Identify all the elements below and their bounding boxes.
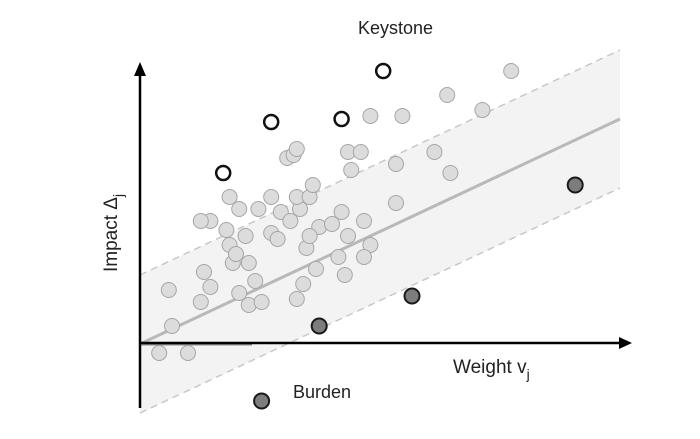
typical-point bbox=[231, 201, 248, 217]
typical-point bbox=[231, 285, 248, 301]
typical-point bbox=[202, 279, 219, 295]
typical-point bbox=[192, 294, 209, 310]
typical-point bbox=[196, 264, 212, 280]
x-axis-arrowhead bbox=[619, 337, 632, 349]
typical-point bbox=[388, 156, 404, 172]
x-axis-label-text: Weight v bbox=[453, 357, 527, 378]
typical-point bbox=[388, 195, 404, 211]
typical-point bbox=[474, 102, 491, 118]
typical-point bbox=[356, 213, 372, 229]
keystone-annotation: Keystone bbox=[358, 18, 433, 38]
keystone-point bbox=[214, 164, 232, 182]
typical-point bbox=[282, 213, 299, 229]
typical-point bbox=[288, 141, 305, 157]
typical-point bbox=[352, 144, 369, 160]
typical-point bbox=[240, 255, 257, 271]
typical-point bbox=[295, 276, 312, 292]
typical-point bbox=[247, 273, 264, 289]
typical-point bbox=[192, 213, 209, 229]
typical-point bbox=[288, 291, 305, 307]
typical-point bbox=[304, 177, 321, 193]
typical-point bbox=[164, 318, 180, 334]
keystone-point bbox=[333, 110, 350, 128]
axes bbox=[134, 62, 632, 408]
burden-point bbox=[566, 176, 584, 194]
typical-point bbox=[301, 228, 318, 244]
typical-point bbox=[218, 222, 235, 238]
keystone-point bbox=[262, 113, 280, 131]
typical-point bbox=[362, 108, 379, 124]
x-axis-label: Weight vj bbox=[453, 357, 530, 382]
trend-line bbox=[139, 117, 621, 346]
typical-point bbox=[333, 204, 350, 220]
typical-point bbox=[343, 162, 360, 178]
typical-point bbox=[340, 228, 356, 244]
typical-point bbox=[356, 249, 372, 265]
typical-point bbox=[263, 189, 280, 205]
typical-point bbox=[151, 345, 168, 361]
y-axis-label-subscript: j bbox=[110, 194, 126, 198]
typical-point bbox=[324, 216, 340, 232]
typical-point bbox=[228, 246, 244, 262]
keystone-point bbox=[374, 62, 392, 80]
typical-point bbox=[503, 63, 520, 79]
burden-point bbox=[403, 287, 421, 305]
typical-point bbox=[439, 87, 456, 103]
x-axis-label-subscript: j bbox=[526, 366, 530, 382]
burden-point bbox=[310, 317, 328, 335]
y-axis-label: Impact Δj bbox=[101, 194, 126, 272]
typical-point bbox=[250, 201, 267, 217]
typical-point bbox=[221, 189, 238, 205]
typical-point bbox=[330, 249, 347, 265]
typical-point bbox=[308, 261, 324, 277]
typical-point bbox=[426, 144, 443, 160]
typical-point bbox=[442, 165, 459, 181]
typical-point bbox=[394, 108, 411, 124]
band-upper-edge bbox=[139, 49, 621, 276]
burden-point bbox=[253, 392, 271, 410]
burden-annotation: Burden bbox=[293, 382, 351, 402]
y-axis-arrowhead bbox=[134, 62, 146, 76]
data-points bbox=[151, 62, 584, 410]
band-lower-edge bbox=[139, 187, 621, 414]
typical-point bbox=[336, 267, 353, 283]
typical-point bbox=[180, 345, 196, 361]
typical-point bbox=[253, 294, 270, 310]
y-axis-label-text: Impact Δ bbox=[101, 197, 122, 272]
typical-point bbox=[160, 282, 177, 298]
typical-point bbox=[237, 228, 254, 244]
typical-point bbox=[269, 231, 286, 247]
